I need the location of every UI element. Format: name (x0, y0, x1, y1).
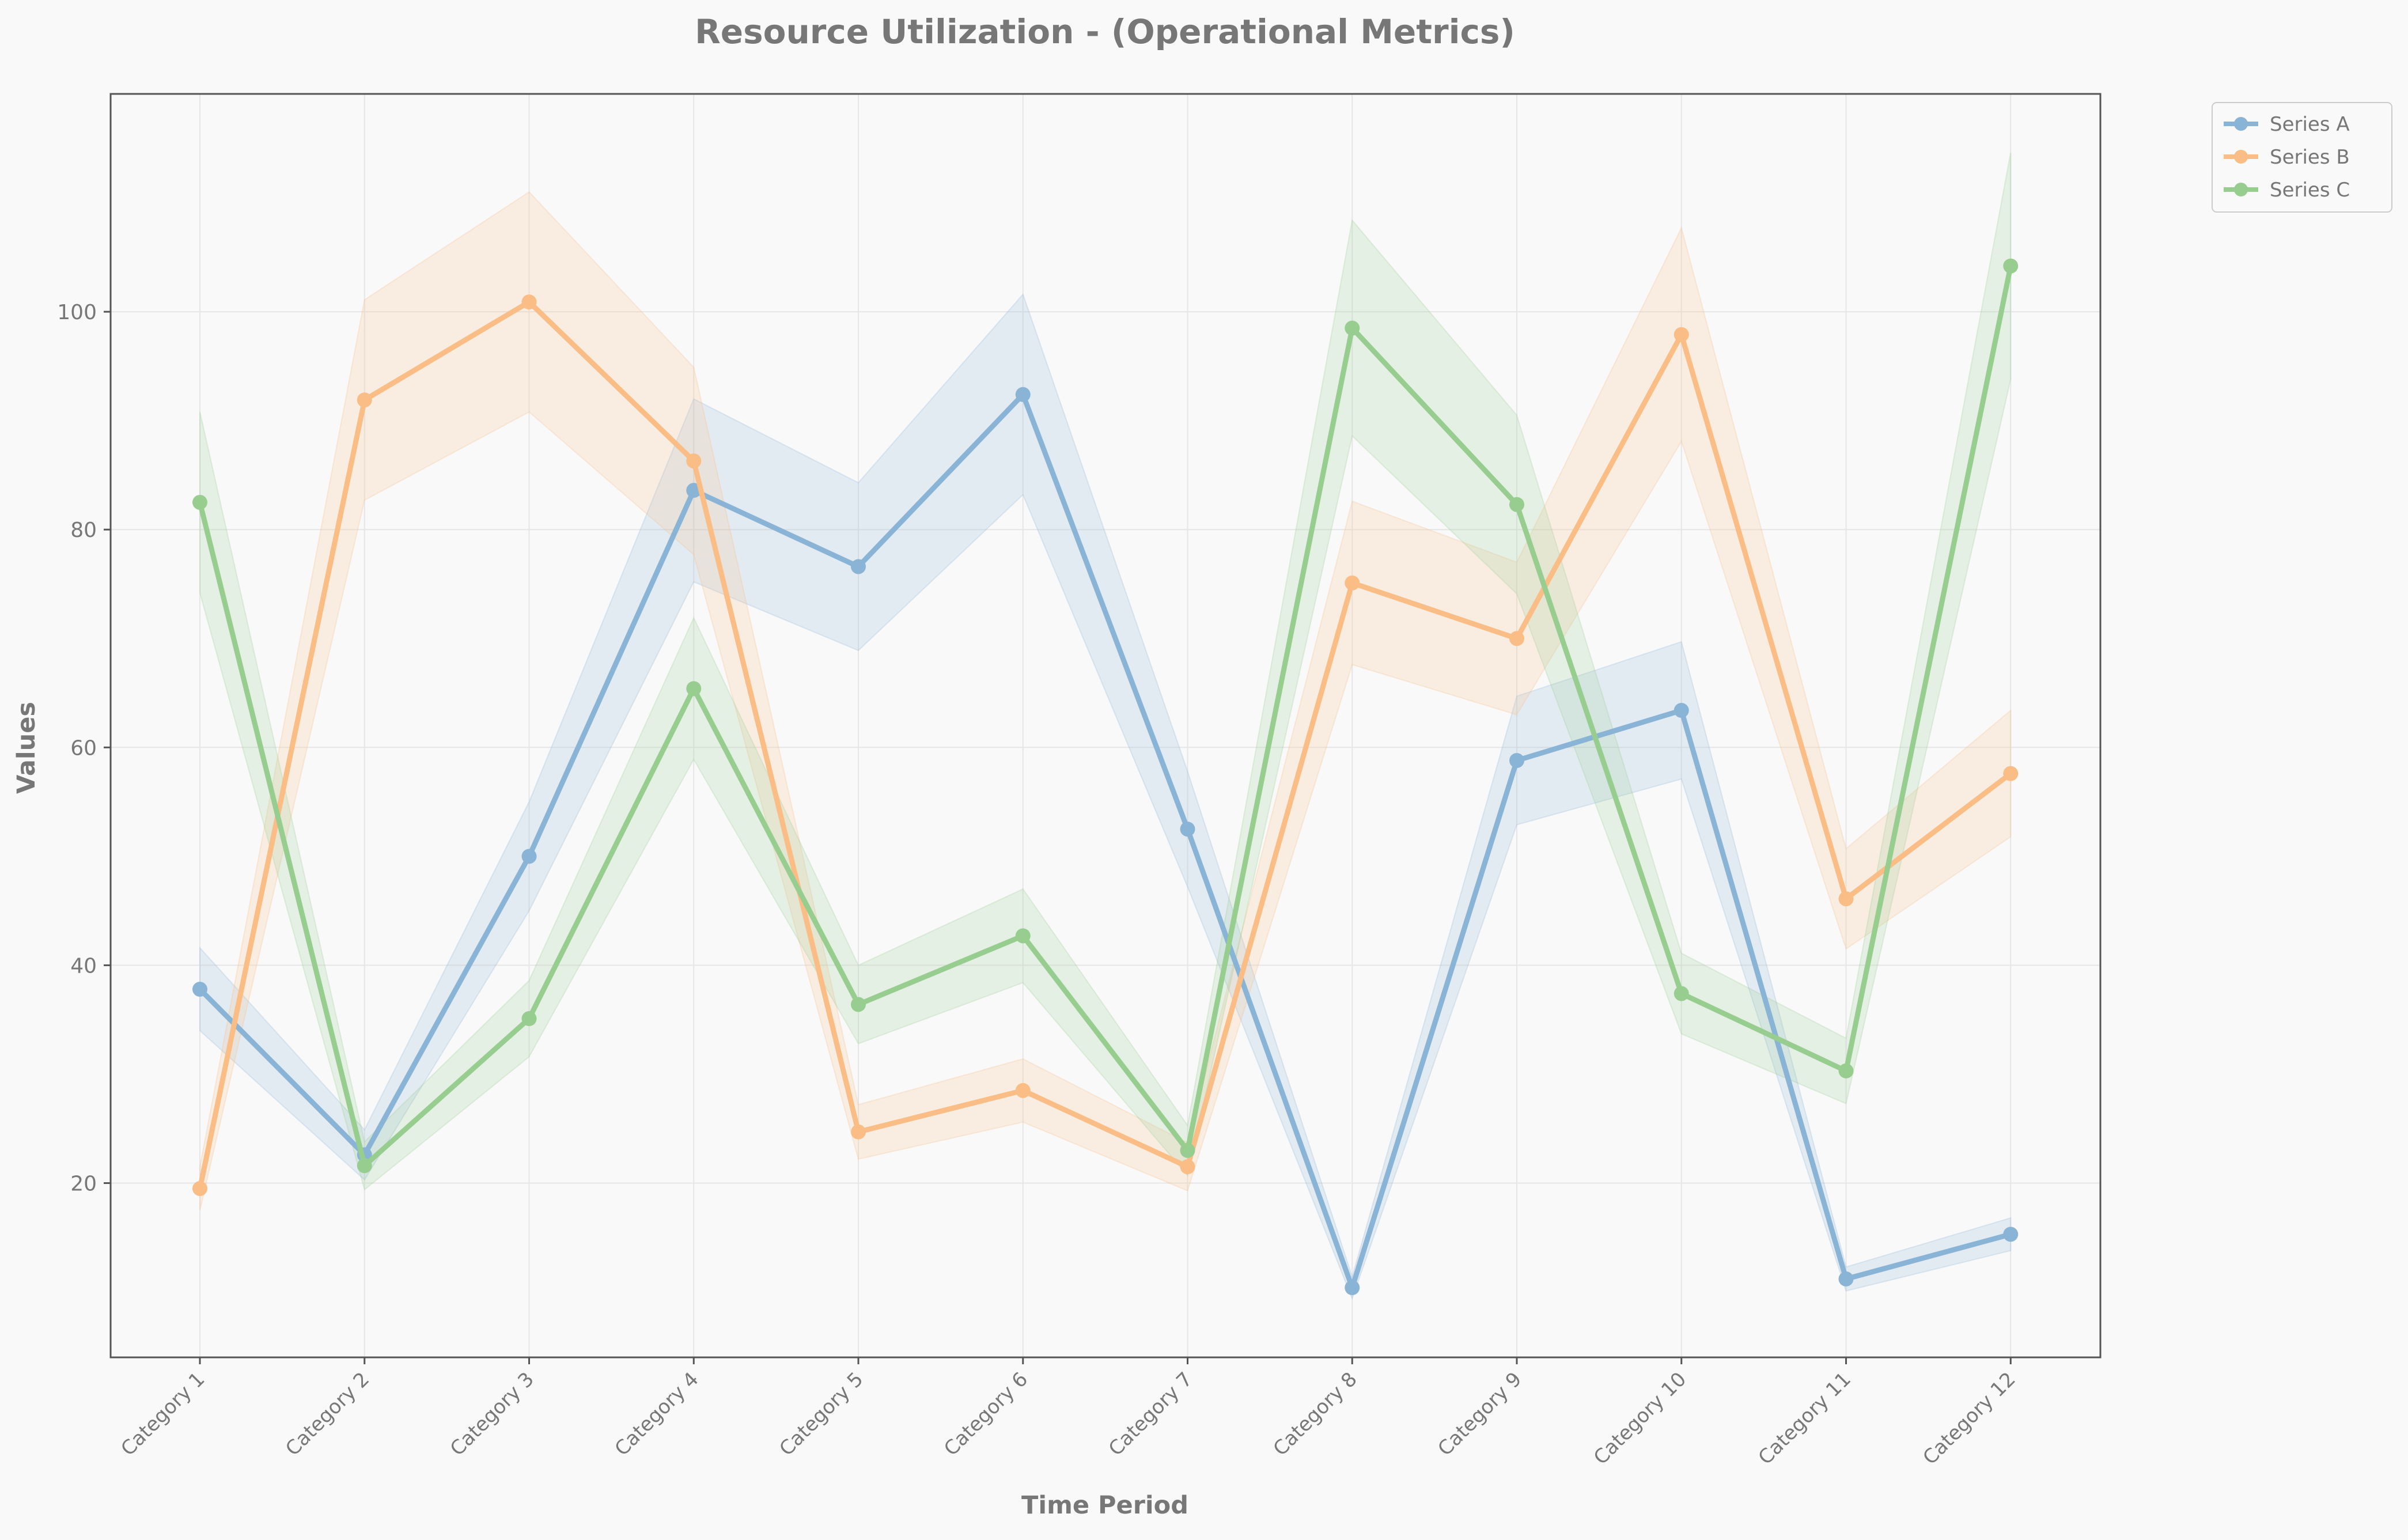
series-3-point (1838, 1063, 1854, 1079)
chart-title: Resource Utilization - (Operational Metr… (695, 12, 1515, 51)
series-2-point (1345, 575, 1360, 591)
series-3-point (1674, 986, 1689, 1001)
series-3-point (1015, 928, 1031, 944)
series-1-point (1180, 822, 1195, 837)
x-axis-label: Time Period (1021, 1491, 1188, 1520)
y-tick-label: 60 (70, 736, 97, 760)
series-2-point (1838, 891, 1854, 907)
series-2-point (2003, 766, 2019, 781)
series-2-point (1015, 1083, 1031, 1098)
axes-frame (109, 93, 2102, 1359)
legend-marker (2234, 183, 2248, 196)
series-2-point (1180, 1159, 1195, 1175)
axes-background (111, 94, 2100, 1357)
legend-marker (2234, 150, 2248, 164)
series-3-point (686, 681, 702, 697)
series-2-point (851, 1124, 866, 1140)
series-1-band (199, 293, 2012, 1300)
series-3-point (357, 1158, 372, 1174)
series-3-band (199, 152, 2012, 1191)
series-2-point (357, 392, 372, 408)
legend-marker (2234, 117, 2248, 131)
series-3-point (1509, 497, 1524, 512)
y-axis-label: Values (12, 702, 41, 794)
legend: Series A Series B Series C (2212, 102, 2392, 213)
series-1-point (2003, 1227, 2019, 1242)
series-1-point (851, 559, 866, 574)
series-1-point (1345, 1280, 1360, 1296)
legend-label: Series A (2270, 113, 2350, 136)
y-tick-label: 80 (70, 519, 97, 542)
series-2-point (1509, 631, 1524, 646)
series-3-point (1345, 320, 1360, 336)
series-1-point (1015, 387, 1031, 402)
series-2-point (686, 453, 702, 469)
series-2-line (197, 299, 2013, 1191)
series-1-point (1674, 703, 1689, 718)
series-3-point (192, 494, 207, 510)
series-1-point (1509, 752, 1524, 768)
legend-label: Series C (2270, 179, 2350, 202)
series-1-point (1838, 1271, 1854, 1287)
series-2-point (192, 1180, 207, 1196)
series-2-point (1674, 327, 1689, 342)
y-tick-label: 100 (57, 301, 97, 324)
series-3-point (851, 997, 866, 1012)
series-3-line (197, 263, 2013, 1168)
legend-label: Series B (2270, 146, 2350, 169)
series-3-point (2003, 258, 2019, 274)
y-tick-label: 40 (70, 954, 97, 978)
series-3-point (1180, 1142, 1195, 1158)
series-2-point (521, 294, 537, 310)
legend-box (2212, 102, 2392, 213)
series-1-point (192, 982, 207, 997)
y-tick-label: 20 (70, 1172, 97, 1196)
series-1-point (521, 849, 537, 864)
series-2-band (199, 191, 2012, 1211)
series-1-line (197, 392, 2013, 1291)
series-3-point (521, 1011, 537, 1027)
